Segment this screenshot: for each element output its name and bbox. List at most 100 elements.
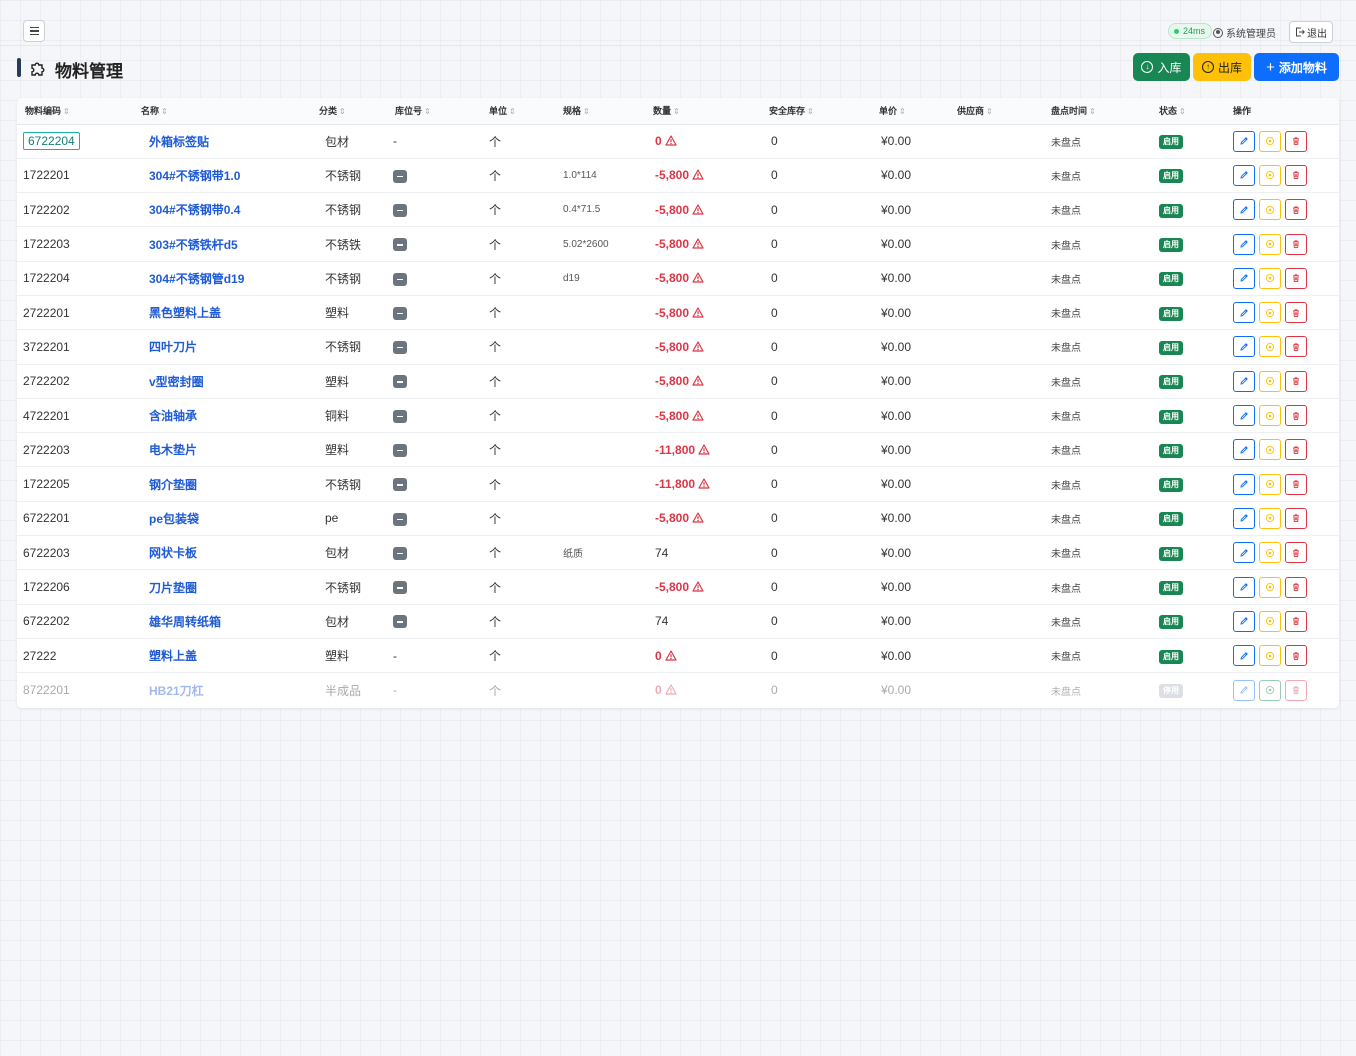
edit-button[interactable] — [1233, 164, 1255, 186]
material-name-link[interactable]: 电木垫片 — [133, 432, 311, 468]
table-row[interactable]: 1722201 304#不锈钢带1.0 不锈钢 个 1.0*114 -5,800 0 ¥0.0… — [17, 158, 1339, 194]
view-button[interactable] — [1259, 130, 1281, 152]
edit-button[interactable] — [1233, 610, 1255, 632]
delete-button[interactable] — [1285, 507, 1307, 529]
view-button[interactable] — [1259, 507, 1281, 529]
column-header[interactable]: 盘点时间 ⇕ — [1043, 98, 1151, 125]
view-button[interactable] — [1259, 199, 1281, 221]
table-row[interactable]: 6722203 网状卡板 包材 个纸质 74 0 ¥0.00 未盘点 启用 — [17, 535, 1339, 571]
location-badge[interactable] — [393, 581, 407, 595]
material-name-link[interactable]: 303#不锈铁杆d5 — [133, 226, 311, 262]
column-header[interactable]: 物料编码 ⇕ — [17, 98, 133, 125]
table-row[interactable]: 3722201 四叶刀片 不锈钢 个 -5,800 0 ¥0.00 未盘点 启用 — [17, 329, 1339, 365]
location-badge[interactable] — [393, 306, 407, 320]
material-name-link[interactable]: 304#不锈钢带1.0 — [133, 158, 311, 194]
delete-button[interactable] — [1285, 199, 1307, 221]
location-badge[interactable] — [393, 238, 407, 252]
view-button[interactable] — [1259, 336, 1281, 358]
material-name-link[interactable]: pe包装袋 — [133, 501, 311, 537]
edit-button[interactable] — [1233, 679, 1255, 701]
material-code-highlight[interactable]: 6722204 — [23, 132, 80, 151]
delete-button[interactable] — [1285, 473, 1307, 495]
location-badge[interactable] — [393, 478, 407, 492]
material-name-link[interactable]: 钢介垫圈 — [133, 466, 311, 502]
delete-button[interactable] — [1285, 679, 1307, 701]
view-button[interactable] — [1259, 610, 1281, 632]
material-name-link[interactable]: v型密封圈 — [133, 364, 311, 399]
column-header[interactable]: 安全库存 ⇕ — [761, 98, 871, 125]
current-user[interactable]: 系统管理员 — [1213, 25, 1276, 40]
location-badge[interactable] — [393, 443, 407, 457]
column-header[interactable]: 规格 ⇕ — [555, 98, 645, 125]
view-button[interactable] — [1259, 302, 1281, 324]
material-name-link[interactable]: 外箱标签贴 — [133, 124, 311, 159]
location-badge[interactable] — [393, 169, 407, 183]
location-badge[interactable] — [393, 512, 407, 526]
delete-button[interactable] — [1285, 405, 1307, 427]
edit-button[interactable] — [1233, 199, 1255, 221]
material-name-link[interactable]: 刀片垫圈 — [133, 569, 311, 605]
location-badge[interactable] — [393, 203, 407, 217]
location-badge[interactable] — [393, 546, 407, 560]
edit-button[interactable] — [1233, 576, 1255, 598]
material-name-link[interactable]: 黑色塑料上盖 — [133, 295, 311, 331]
delete-button[interactable] — [1285, 233, 1307, 255]
material-name-link[interactable]: 304#不锈钢管d19 — [133, 261, 311, 296]
material-name-link[interactable]: HB21刀杠 — [149, 683, 204, 698]
view-button[interactable] — [1259, 473, 1281, 495]
stock-in-button[interactable]: ↓ 入库 — [1133, 53, 1190, 81]
view-button[interactable] — [1259, 645, 1281, 667]
stock-out-button[interactable]: ↑ 出库 — [1193, 53, 1251, 81]
edit-button[interactable] — [1233, 405, 1255, 427]
table-row[interactable]: 1722203 303#不锈铁杆d5 不锈铁 个 5.02*2600 -5,800 0 ¥0.… — [17, 226, 1339, 262]
material-name-link[interactable]: 含油轴承 — [133, 398, 311, 434]
table-row[interactable]: 1722202 304#不锈钢带0.4 不锈钢 个 0.4*71.5 -5,800 0 ¥0.… — [17, 192, 1339, 228]
material-name-link[interactable]: 网状卡板 — [133, 535, 311, 571]
delete-button[interactable] — [1285, 576, 1307, 598]
view-button[interactable] — [1259, 164, 1281, 186]
delete-button[interactable] — [1285, 130, 1307, 152]
table-row[interactable]: 6722204 外箱标签贴 包材 - 个 0 0 ¥0.00 未盘点 启用 — [17, 124, 1339, 159]
column-header[interactable]: 名称 ⇕ — [133, 98, 311, 125]
add-material-button[interactable]: + 添加物料 — [1254, 53, 1339, 81]
delete-button[interactable] — [1285, 336, 1307, 358]
delete-button[interactable] — [1285, 370, 1307, 392]
material-name-link[interactable]: 304#不锈钢带0.4 — [133, 192, 311, 228]
view-button[interactable] — [1259, 405, 1281, 427]
edit-button[interactable] — [1233, 542, 1255, 564]
edit-button[interactable] — [1233, 370, 1255, 392]
delete-button[interactable] — [1285, 439, 1307, 461]
view-button[interactable] — [1259, 233, 1281, 255]
location-badge[interactable] — [393, 272, 407, 286]
column-header[interactable]: 单价 ⇕ — [871, 98, 949, 125]
column-header[interactable]: 状态 ⇕ — [1151, 98, 1225, 125]
delete-button[interactable] — [1285, 645, 1307, 667]
delete-button[interactable] — [1285, 267, 1307, 289]
column-header[interactable]: 供应商 ⇕ — [949, 98, 1043, 125]
material-name-link[interactable]: 四叶刀片 — [133, 329, 311, 365]
table-row[interactable]: 2722202 v型密封圈 塑料 个 -5,800 0 ¥0.00 未盘点 启用 — [17, 364, 1339, 399]
edit-button[interactable] — [1233, 336, 1255, 358]
table-row[interactable]: 8722201 HB21刀杠 半成品 - 个 0 0 ¥0.00 未盘点 停用 — [17, 673, 1339, 707]
edit-button[interactable] — [1233, 473, 1255, 495]
table-row[interactable]: 27222 塑料上盖 塑料 - 个 0 0 ¥0.00 未盘点 启用 — [17, 638, 1339, 674]
table-row[interactable]: 6722201 pe包装袋 pe 个 -5,800 0 ¥0.00 未盘点 启用 — [17, 501, 1339, 537]
delete-button[interactable] — [1285, 542, 1307, 564]
edit-button[interactable] — [1233, 233, 1255, 255]
material-name-link[interactable]: 雄华周转纸箱 — [133, 604, 311, 639]
material-name-link[interactable]: 塑料上盖 — [133, 638, 311, 674]
view-button[interactable] — [1259, 267, 1281, 289]
column-header[interactable]: 数量 ⇕ — [645, 98, 761, 125]
column-header[interactable]: 单位 ⇕ — [481, 98, 555, 125]
view-button[interactable] — [1259, 439, 1281, 461]
location-badge[interactable] — [393, 615, 407, 629]
table-row[interactable]: 1722206 刀片垫圈 不锈钢 个 -5,800 0 ¥0.00 未盘点 启用 — [17, 569, 1339, 605]
table-row[interactable]: 1722204 304#不锈钢管d19 不锈钢 个 d19 -5,800 0 ¥0.00 未盘点… — [17, 261, 1339, 296]
delete-button[interactable] — [1285, 302, 1307, 324]
edit-button[interactable] — [1233, 439, 1255, 461]
view-button[interactable] — [1259, 576, 1281, 598]
table-row[interactable]: 2722201 黑色塑料上盖 塑料 个 -5,800 0 ¥0.00 未盘点 启用 — [17, 295, 1339, 331]
table-row[interactable]: 1722205 钢介垫圈 不锈钢 个 -11,800 0 ¥0.00 未盘点 启用 — [17, 466, 1339, 502]
edit-button[interactable] — [1233, 507, 1255, 529]
view-button[interactable] — [1259, 542, 1281, 564]
